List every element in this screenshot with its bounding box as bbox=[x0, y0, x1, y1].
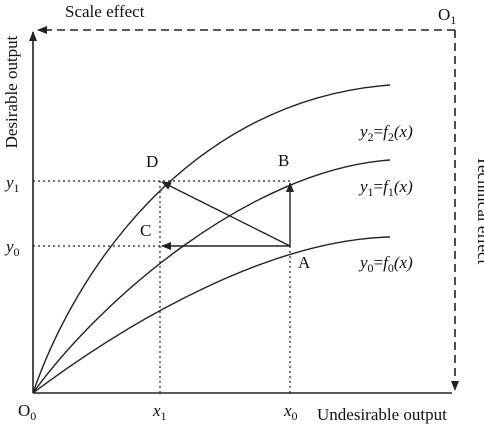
base: O bbox=[438, 5, 450, 24]
technical-effect-label: Technical effect bbox=[474, 156, 484, 265]
curve-f0 bbox=[32, 236, 391, 394]
y-tick: y1 bbox=[4, 173, 20, 195]
point-label: A bbox=[298, 253, 311, 272]
sub: 0 bbox=[292, 409, 298, 423]
point-label: B bbox=[278, 151, 289, 170]
x-axis-label: Undesirable output bbox=[317, 405, 447, 424]
lhs: y bbox=[358, 253, 368, 272]
eq: = bbox=[374, 253, 384, 272]
sub: 0 bbox=[30, 409, 36, 423]
sub: 1 bbox=[14, 181, 20, 195]
lhs-sub: 0 bbox=[368, 261, 374, 275]
fn-sub: 1 bbox=[388, 185, 394, 199]
curve-f1 bbox=[32, 159, 391, 394]
base: O bbox=[18, 401, 30, 420]
arg: (x) bbox=[394, 122, 413, 141]
point-label: D bbox=[146, 152, 158, 171]
sub: 1 bbox=[450, 13, 456, 27]
arrow-a-d bbox=[161, 181, 291, 247]
curve-label: y2=f2(x) bbox=[358, 122, 413, 144]
sub: 0 bbox=[14, 245, 20, 259]
eq: = bbox=[374, 122, 384, 141]
fn: f bbox=[383, 122, 390, 141]
y-tick: y0 bbox=[4, 237, 20, 259]
curve-label: y1=f1(x) bbox=[358, 177, 413, 199]
base: x bbox=[283, 401, 292, 420]
lhs-sub: 2 bbox=[368, 130, 374, 144]
fn: f bbox=[383, 177, 390, 196]
curve-f2 bbox=[32, 84, 391, 394]
point-label: C bbox=[140, 221, 151, 240]
fn: f bbox=[383, 253, 390, 272]
base: x bbox=[152, 401, 161, 420]
x-tick: x0 bbox=[283, 401, 298, 423]
fn-sub: 2 bbox=[388, 130, 394, 144]
sub: 1 bbox=[161, 409, 167, 423]
base: y bbox=[4, 173, 14, 192]
arg: (x) bbox=[394, 253, 413, 272]
origin-o1: O1 bbox=[438, 5, 456, 27]
base: y bbox=[4, 237, 14, 256]
eq: = bbox=[374, 177, 384, 196]
lhs-sub: 1 bbox=[368, 185, 374, 199]
origin-o0: O0 bbox=[18, 401, 36, 423]
x-tick: x1 bbox=[152, 401, 167, 423]
scale-effect-label: Scale effect bbox=[65, 2, 145, 21]
lhs: y bbox=[358, 122, 368, 141]
y-axis-label: Desirable output bbox=[2, 35, 21, 148]
arg: (x) bbox=[394, 177, 413, 196]
lhs: y bbox=[358, 177, 368, 196]
curve-label: y0=f0(x) bbox=[358, 253, 413, 275]
fn-sub: 0 bbox=[388, 261, 394, 275]
